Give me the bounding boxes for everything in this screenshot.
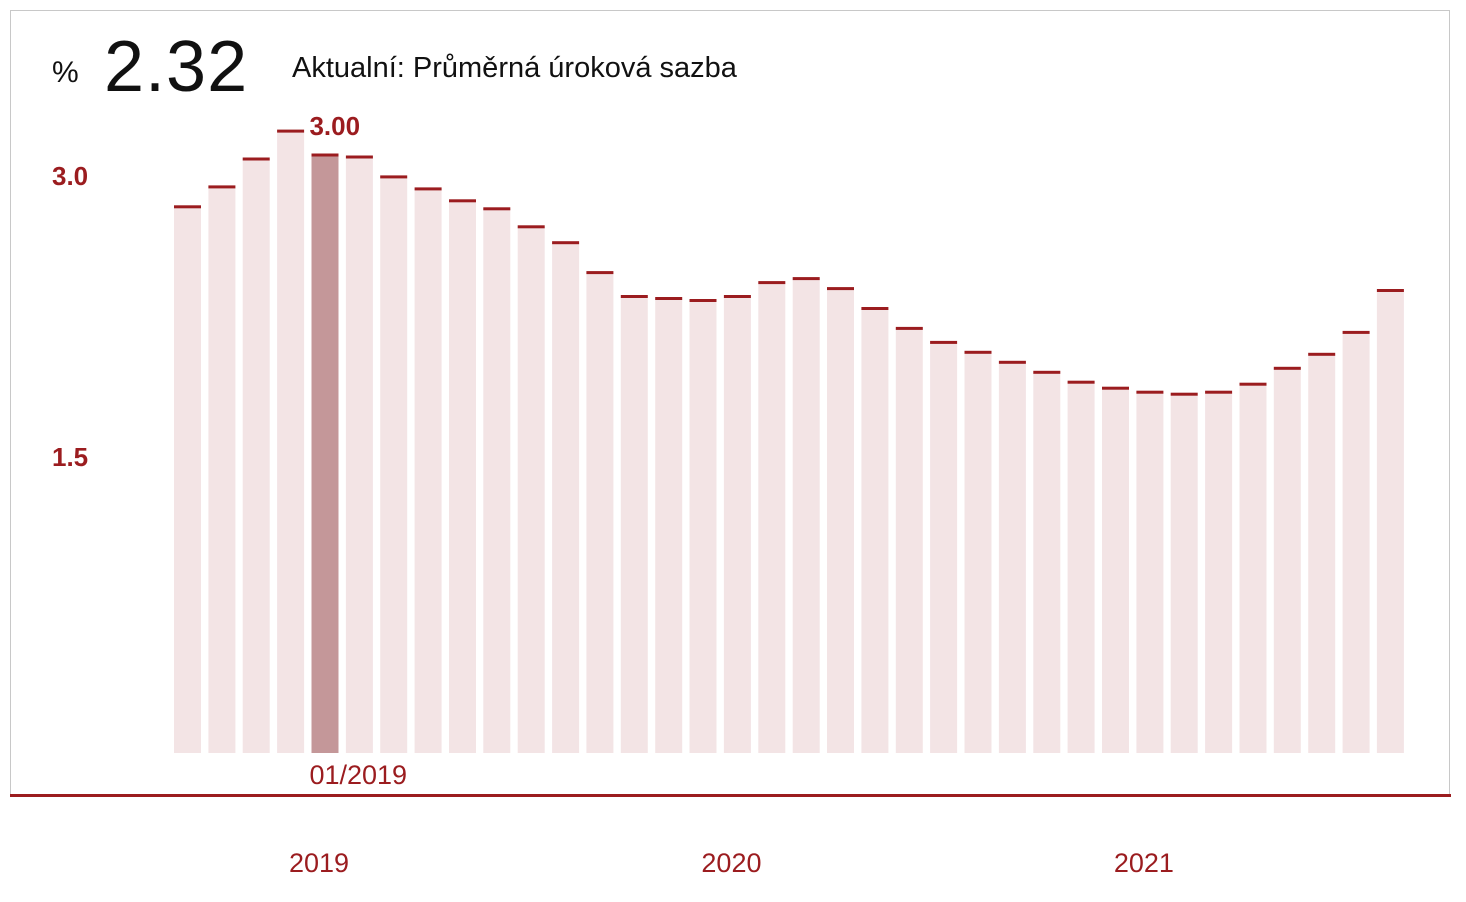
bar[interactable] bbox=[277, 131, 305, 754]
bar-value-marker bbox=[483, 207, 511, 211]
bar[interactable] bbox=[964, 352, 992, 753]
bar[interactable] bbox=[1239, 384, 1267, 753]
bar[interactable] bbox=[1205, 392, 1233, 753]
bar[interactable] bbox=[414, 188, 442, 753]
bar[interactable] bbox=[1308, 354, 1336, 753]
bar-value-marker bbox=[723, 295, 751, 298]
bar-selected[interactable] bbox=[311, 155, 339, 753]
bar-value-marker bbox=[1136, 390, 1164, 394]
bar-value-marker bbox=[930, 340, 958, 344]
bar-value-marker bbox=[1067, 380, 1095, 384]
bar-value-marker bbox=[827, 287, 854, 291]
bar-value-marker bbox=[586, 271, 614, 275]
bar[interactable] bbox=[1273, 368, 1301, 753]
bar-value-marker bbox=[1170, 392, 1198, 396]
bar-value-marker bbox=[449, 199, 476, 203]
bar[interactable] bbox=[586, 272, 614, 753]
bar-value-marker bbox=[895, 326, 923, 330]
bar-value-marker bbox=[552, 241, 580, 245]
bar-value-marker bbox=[792, 277, 820, 281]
bar[interactable] bbox=[1170, 394, 1198, 753]
x-axis-baseline bbox=[10, 794, 1451, 797]
bar[interactable] bbox=[174, 206, 201, 754]
bar-value-marker bbox=[517, 225, 545, 229]
bar[interactable] bbox=[1376, 290, 1404, 754]
current-value: 2.32 bbox=[104, 27, 249, 107]
bar-value-marker bbox=[1102, 386, 1129, 390]
bar-value-marker bbox=[758, 281, 786, 285]
bar[interactable] bbox=[483, 208, 511, 754]
selected-bar-value: 3.00 bbox=[309, 111, 361, 141]
bar-value-marker bbox=[414, 187, 442, 191]
selected-bar-date: 01/2019 bbox=[309, 760, 408, 790]
bar-value-marker bbox=[1239, 382, 1267, 386]
bar[interactable] bbox=[620, 296, 648, 754]
bar[interactable] bbox=[1067, 382, 1095, 753]
bar[interactable] bbox=[449, 200, 476, 754]
bar[interactable] bbox=[345, 157, 373, 753]
bar[interactable] bbox=[689, 300, 717, 754]
x-year-label: 2019 bbox=[288, 848, 350, 878]
bar[interactable] bbox=[792, 278, 820, 753]
bar-value-marker bbox=[345, 155, 373, 159]
unit-label: % bbox=[52, 56, 79, 89]
bar-value-marker bbox=[277, 129, 305, 133]
bar[interactable] bbox=[1102, 388, 1129, 753]
bar-value-marker bbox=[964, 350, 992, 354]
bar-value-marker bbox=[620, 295, 648, 298]
bar[interactable] bbox=[380, 176, 408, 753]
bar-value-marker bbox=[380, 175, 408, 179]
bar-value-marker bbox=[861, 307, 889, 310]
x-year-label: 2020 bbox=[701, 848, 762, 878]
bar[interactable] bbox=[723, 296, 751, 754]
bar[interactable] bbox=[517, 226, 545, 754]
bar-value-marker bbox=[1273, 366, 1301, 370]
bar-value-marker bbox=[242, 157, 270, 161]
bar[interactable] bbox=[1033, 372, 1061, 753]
chart-subtitle: Aktualní: Průměrná úroková sazba bbox=[292, 52, 737, 84]
bar[interactable] bbox=[208, 186, 236, 753]
bar[interactable] bbox=[1342, 332, 1370, 753]
bar-value-marker bbox=[1376, 289, 1404, 292]
bar-value-marker bbox=[1342, 330, 1370, 334]
bar[interactable] bbox=[930, 342, 958, 753]
bar[interactable] bbox=[895, 328, 923, 753]
y-tick-label: 3.0 bbox=[52, 161, 89, 191]
bar[interactable] bbox=[827, 288, 854, 753]
chart-frame bbox=[10, 10, 1450, 795]
bar-value-marker bbox=[689, 299, 717, 302]
y-tick-label: 1.5 bbox=[52, 442, 89, 472]
bar[interactable] bbox=[655, 298, 683, 754]
bar-value-marker bbox=[1033, 370, 1061, 374]
bar-value-marker bbox=[1205, 390, 1233, 394]
bar-value-marker bbox=[998, 360, 1026, 364]
bar-value-marker bbox=[208, 185, 236, 189]
bar[interactable] bbox=[861, 308, 889, 754]
bar-value-marker bbox=[174, 205, 201, 209]
bar[interactable] bbox=[998, 362, 1026, 753]
x-year-label: 2021 bbox=[1113, 848, 1174, 878]
bar[interactable] bbox=[758, 282, 786, 753]
bar[interactable] bbox=[242, 159, 270, 753]
bar[interactable] bbox=[1136, 392, 1164, 753]
bar[interactable] bbox=[552, 242, 580, 753]
bar-value-marker bbox=[1308, 352, 1336, 356]
bar-value-marker bbox=[655, 297, 683, 300]
bar-value-marker bbox=[311, 153, 339, 157]
